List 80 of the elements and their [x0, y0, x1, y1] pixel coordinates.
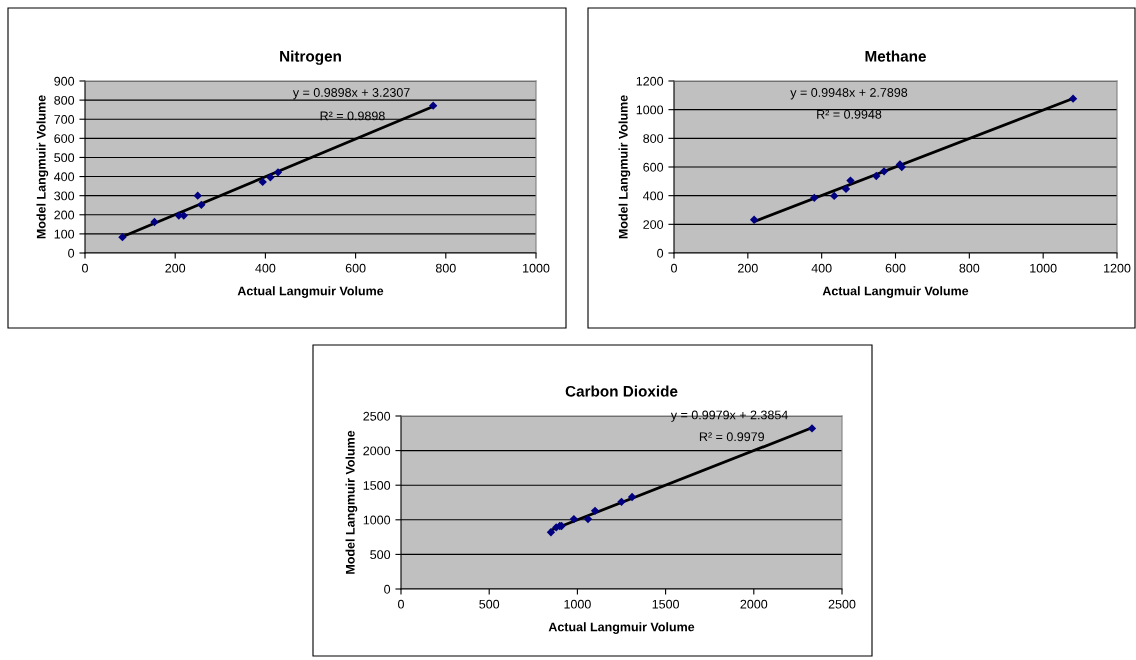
point [627, 492, 637, 502]
point [583, 514, 593, 524]
point [830, 191, 839, 201]
annotation: R² = 0.9948 [817, 109, 882, 119]
chart-title: Nitrogen [280, 50, 341, 65]
annotation: R² = 0.9898 [320, 111, 385, 121]
x-tick-label: 1500 [652, 599, 680, 609]
point [546, 528, 556, 537]
x-tick-label: 0 [671, 263, 677, 273]
x-tick-label: 200 [165, 263, 186, 273]
y-tick-label: 1200 [636, 76, 664, 86]
point [1068, 94, 1078, 103]
point [807, 424, 817, 433]
y-tick-label: 2500 [363, 411, 391, 421]
x-tick-label: 400 [255, 263, 276, 273]
x-tick-label: 1000 [1030, 263, 1057, 273]
x-tick-label: 600 [885, 263, 906, 273]
y-tick-label: 900 [54, 76, 75, 86]
y-tick-label: 500 [370, 550, 391, 560]
point [258, 177, 267, 187]
point [266, 173, 275, 182]
point [197, 200, 206, 210]
x-tick-label: 800 [435, 263, 456, 273]
point [872, 171, 881, 181]
point [429, 101, 438, 110]
annotation: y = 0.9898x + 3.2307 [292, 88, 410, 100]
x-tick-label: 400 [811, 263, 832, 273]
y-tick-label: 800 [643, 134, 664, 143]
point [118, 232, 127, 242]
annotation: y = 0.9948x + 2.7898 [790, 88, 908, 100]
y-tick-label: 2000 [363, 446, 391, 456]
y-tick-label: 200 [54, 210, 75, 220]
point [810, 193, 819, 202]
point [150, 217, 159, 227]
y-axis-title: Model Langmuir Volume [36, 95, 49, 239]
x-tick-label: 2000 [740, 599, 768, 609]
y-tick-label: 400 [643, 191, 664, 201]
y-tick-label: 800 [54, 95, 75, 105]
y-axis-title: Model Langmuir Volume [618, 95, 631, 239]
point [841, 184, 851, 194]
point [846, 176, 855, 185]
y-tick-label: 1500 [363, 481, 391, 490]
y-tick-label: 1000 [363, 515, 391, 525]
x-tick-label: 1200 [1104, 263, 1131, 273]
point [749, 215, 759, 224]
y-tick-label: 700 [54, 115, 75, 124]
x-tick-label: 1000 [523, 263, 550, 273]
x-tick-label: 600 [345, 263, 366, 273]
y-tick-label: 600 [54, 134, 75, 143]
y-tick-label: 1000 [636, 105, 664, 115]
point [569, 514, 579, 524]
y-axis-title: Model Langmuir Volume [345, 430, 358, 574]
y-tick-label: 0 [68, 248, 75, 258]
x-tick-label: 2500 [828, 599, 856, 609]
x-axis-title: Actual Langmuir Volume [237, 286, 384, 298]
annotation: R² = 0.9979 [699, 432, 764, 442]
chart-title: Carbon Dioxide [565, 385, 678, 397]
x-tick-label: 200 [738, 263, 758, 273]
x-tick-label: 1000 [564, 599, 591, 609]
x-axis-title: Actual Langmuir Volume [548, 622, 695, 634]
point [273, 168, 283, 177]
y-tick-label: 200 [643, 220, 664, 229]
y-tick-label: 0 [384, 584, 391, 594]
annotation: y = 0.9979x + 2.3854 [670, 410, 788, 422]
y-tick-label: 600 [643, 162, 664, 172]
point [193, 191, 202, 200]
point [879, 167, 889, 176]
y-tick-label: 0 [657, 248, 664, 258]
x-tick-label: 0 [398, 599, 404, 609]
x-tick-label: 500 [479, 599, 500, 609]
point [590, 506, 600, 515]
y-tick-label: 500 [54, 153, 75, 163]
y-tick-label: 100 [54, 229, 75, 239]
y-tick-label: 300 [54, 191, 75, 201]
point [617, 497, 626, 506]
chart-title: Methane [865, 50, 926, 62]
x-tick-label: 800 [959, 263, 980, 273]
x-axis-title: Actual Langmuir Volume [822, 286, 969, 298]
y-tick-label: 400 [54, 172, 75, 182]
x-tick-label: 0 [82, 263, 88, 273]
